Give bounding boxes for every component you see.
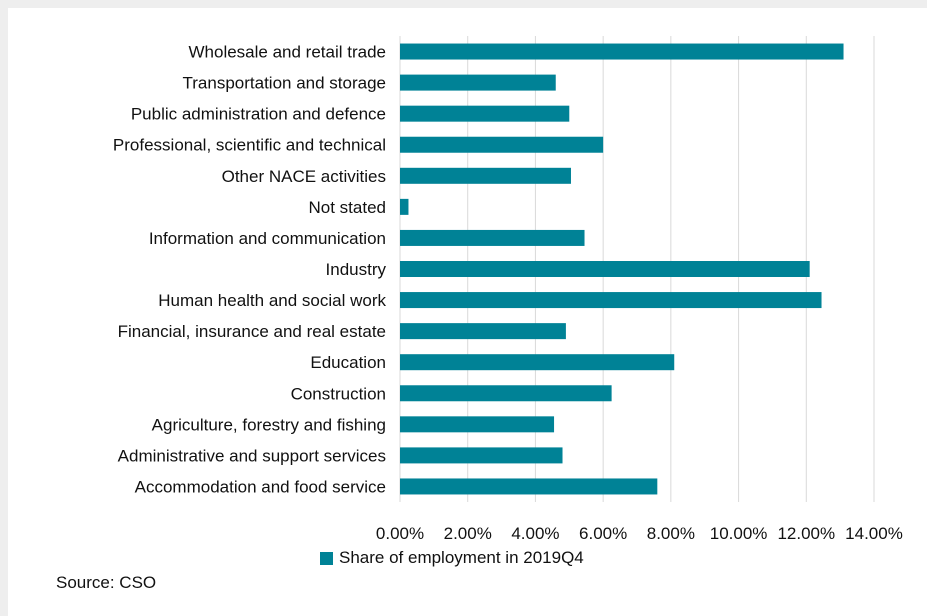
x-tick-label: 6.00% bbox=[579, 524, 627, 543]
bar bbox=[400, 292, 822, 309]
x-tick-label: 14.00% bbox=[845, 524, 903, 543]
x-tick-label: 10.00% bbox=[710, 524, 768, 543]
bar bbox=[400, 416, 555, 433]
bar bbox=[400, 385, 612, 402]
category-label: Human health and social work bbox=[158, 291, 386, 310]
bar bbox=[400, 478, 658, 495]
legend: Share of employment in 2019Q4 bbox=[320, 548, 584, 568]
legend-label: Share of employment in 2019Q4 bbox=[339, 548, 584, 567]
bar bbox=[400, 198, 409, 215]
bar bbox=[400, 261, 810, 277]
bar bbox=[400, 136, 604, 153]
category-label: Other NACE activities bbox=[222, 167, 386, 186]
category-label: Education bbox=[310, 353, 386, 372]
category-label: Industry bbox=[326, 260, 387, 279]
category-label: Transportation and storage bbox=[183, 74, 387, 93]
bar bbox=[400, 229, 585, 246]
chart-area: Wholesale and retail trade Transportation… bbox=[8, 8, 927, 616]
category-label: Information and communication bbox=[149, 229, 386, 248]
x-tick-label: 0.00% bbox=[376, 524, 424, 543]
category-label: Agriculture, forestry and fishing bbox=[152, 415, 386, 434]
bar bbox=[400, 105, 570, 122]
bar bbox=[400, 74, 556, 91]
category-label: Accommodation and food service bbox=[135, 477, 386, 496]
bar bbox=[400, 167, 571, 184]
bar bbox=[400, 447, 563, 464]
x-tick-label: 12.00% bbox=[777, 524, 835, 543]
category-label: Wholesale and retail trade bbox=[188, 43, 386, 62]
x-tick-label: 4.00% bbox=[511, 524, 559, 543]
category-label: Construction bbox=[291, 384, 386, 403]
x-tick-label: 2.00% bbox=[444, 524, 492, 543]
category-label: Administrative and support services bbox=[118, 446, 386, 465]
category-label: Financial, insurance and real estate bbox=[118, 322, 386, 341]
category-label: Public administration and defence bbox=[131, 105, 386, 124]
bar bbox=[400, 354, 675, 371]
category-label: Professional, scientific and technical bbox=[113, 136, 386, 155]
source-note: Source: CSO bbox=[56, 573, 157, 592]
legend-swatch bbox=[320, 551, 333, 565]
x-tick-label: 8.00% bbox=[647, 524, 695, 543]
bar bbox=[400, 323, 566, 340]
category-label: Not stated bbox=[309, 198, 387, 217]
bar bbox=[400, 43, 844, 60]
bar-chart: Wholesale and retail trade Transportation… bbox=[113, 36, 903, 543]
